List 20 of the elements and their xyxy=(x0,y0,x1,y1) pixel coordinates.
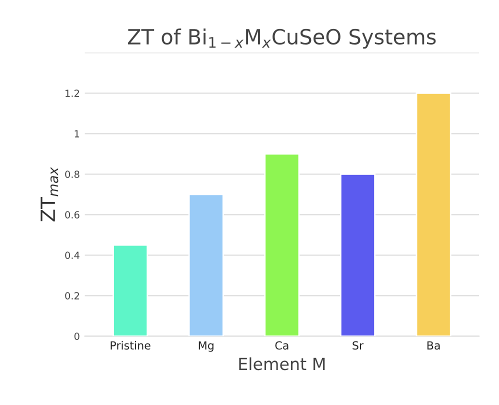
bar xyxy=(264,153,300,336)
bar xyxy=(340,173,376,336)
x-axis-title: Element M xyxy=(239,357,325,370)
y-tick-label: 0.8 xyxy=(65,170,80,178)
y-tick-label: 1.2 xyxy=(66,90,79,97)
x-tick-label: Sr xyxy=(352,341,364,350)
bar xyxy=(112,244,148,336)
y-tick-label: 0.2 xyxy=(65,292,79,300)
x-tick-label: Pristine xyxy=(110,341,150,350)
x-tick-label: Mg xyxy=(198,341,214,352)
y-tick-label: 0.4 xyxy=(65,252,80,259)
chart-title: ZT of Bi$_{1−x}$M$_{x}$CuSeO Systems xyxy=(128,28,436,49)
x-tick-label: Ca xyxy=(275,341,288,350)
bar xyxy=(188,194,224,336)
y-tick-label: 0 xyxy=(74,332,80,340)
y-tick-label: 0.6 xyxy=(65,211,80,218)
bar xyxy=(416,92,452,336)
y-tick-label: 1 xyxy=(74,130,80,138)
y-axis-title: ZT$_{max}$ xyxy=(40,167,58,222)
x-tick-label: Ba xyxy=(427,341,440,350)
